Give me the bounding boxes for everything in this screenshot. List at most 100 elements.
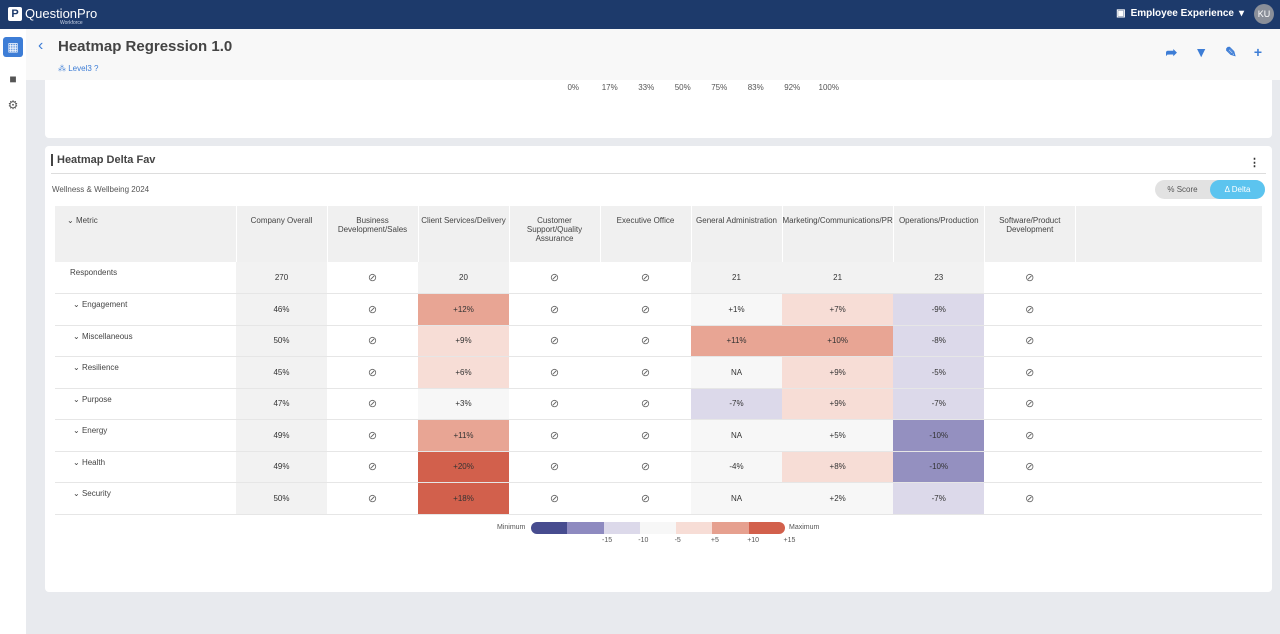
score-option[interactable]: % Score [1167, 185, 1198, 194]
table-cell: -10% [893, 419, 985, 452]
sidebar: ▦ ■ ⚙ [0, 29, 26, 634]
chevron-down-icon[interactable]: ⌄ [67, 216, 76, 225]
metric-name: Engagement [81, 300, 128, 309]
row-label[interactable]: ⌄ Miscellaneous [55, 325, 236, 357]
folder-icon[interactable]: ■ [9, 72, 17, 86]
column-header: Operations/Production [893, 206, 985, 262]
chevron-down-icon[interactable]: ⌄ [73, 426, 82, 435]
row-label[interactable]: ⌄ Health [55, 451, 236, 483]
eye-slash-icon: ⊘ [640, 429, 651, 442]
column-header: Software/Product Development [984, 206, 1076, 262]
axis-tick: 17% [601, 83, 618, 92]
cell-value: +9% [829, 367, 846, 377]
axis-tick: 33% [638, 83, 655, 92]
table-row: ⌄ Miscellaneous 50% ⊘ +9% ⊘ ⊘ +11% +10% -8% ⊘ [55, 325, 1262, 357]
cell-value: -10% [929, 430, 949, 440]
chevron-down-icon[interactable]: ⌄ [73, 331, 82, 341]
empty-cell [1075, 388, 1262, 420]
column-header: Client Services/Delivery [418, 206, 510, 262]
table-cell: +3% [418, 388, 509, 420]
column-label: Executive Office [616, 216, 675, 225]
row-label[interactable]: ⌄ Resilience [55, 356, 236, 389]
table-cell: ⊘ [600, 262, 691, 294]
questionpro-logo[interactable]: P QuestionPro Workforce [8, 6, 97, 26]
table-cell: ⊘ [327, 388, 418, 420]
heatmap-widget: Heatmap Delta Fav ⋮ Wellness & Wellbeing… [45, 146, 1272, 592]
table-cell: +2% [782, 482, 894, 515]
more-options-icon[interactable]: ⋮ [1249, 157, 1260, 169]
metric-name: Energy [81, 426, 108, 435]
legend-swatch [603, 522, 640, 534]
column-label: Business Development/Sales [337, 216, 408, 234]
table-cell: ⊘ [600, 293, 691, 326]
cell-value: 49% [273, 462, 290, 472]
table-cell: 46% [236, 293, 327, 326]
table-cell: 50% [236, 482, 327, 515]
delta-option[interactable]: Δ Delta [1210, 180, 1265, 199]
dashboard-icon[interactable]: ▦ [3, 37, 23, 57]
cell-value: NA [730, 493, 743, 503]
table-cell: ⊘ [984, 451, 1076, 483]
edit-icon[interactable]: ✎ [1225, 44, 1237, 60]
level-link[interactable]: ⁂ Level3 ? [58, 64, 99, 73]
column-header: General Administration [691, 206, 783, 262]
gear-icon[interactable]: ⚙ [7, 98, 19, 112]
help-icon[interactable]: ? [94, 64, 99, 73]
column-label: Company Overall [250, 216, 313, 225]
axis-tick: 92% [784, 83, 801, 92]
column-header: Company Overall [236, 206, 328, 262]
avatar[interactable]: KU [1254, 4, 1274, 24]
table-cell: -4% [691, 451, 782, 483]
cell-value: +9% [829, 399, 846, 409]
chevron-down-icon[interactable]: ⌄ [73, 489, 82, 498]
cell-value: 21 [833, 273, 843, 282]
cell-value: +5% [829, 430, 846, 440]
table-cell: +11% [691, 325, 782, 357]
column-label: Metric [75, 216, 98, 225]
column-label: Client Services/Delivery [421, 216, 506, 225]
eye-slash-icon: ⊘ [549, 461, 560, 474]
table-cell: -5% [893, 356, 985, 389]
table-cell: -9% [893, 293, 985, 326]
row-label[interactable]: ⌄ Energy [55, 419, 236, 452]
cell-value: -7% [729, 399, 744, 409]
row-label[interactable]: ⌄ Purpose [55, 388, 236, 420]
table-cell: ⊘ [600, 482, 691, 515]
row-label[interactable]: ⌄ Engagement [55, 293, 236, 326]
cell-value: +20% [453, 462, 474, 472]
chevron-down-icon[interactable]: ⌄ [73, 457, 82, 467]
eye-slash-icon: ⊘ [549, 303, 560, 316]
chevron-down-icon[interactable]: ⌄ [73, 300, 82, 309]
cell-value: +18% [453, 493, 474, 503]
score-delta-toggle[interactable]: % Score Δ Delta [1155, 180, 1265, 199]
eye-slash-icon: ⊘ [640, 398, 651, 411]
product-switcher[interactable]: ▣ Employee Experience ▾ [1116, 8, 1244, 19]
table-cell: NA [691, 419, 782, 452]
briefcase-icon: ▣ [1116, 8, 1126, 19]
table-cell: 21 [691, 262, 782, 294]
add-icon[interactable]: + [1253, 44, 1262, 60]
back-icon[interactable]: ‹ [38, 37, 44, 54]
legend-swatch [748, 522, 785, 534]
cell-value: -7% [931, 493, 946, 503]
axis-tick: 100% [818, 83, 839, 92]
table-cell: 270 [236, 262, 327, 294]
table-cell: -7% [893, 482, 985, 515]
legend-swatch [531, 522, 568, 534]
row-label[interactable]: ⌄ Security [55, 482, 236, 515]
axis-tick: 0% [567, 83, 580, 92]
cell-value: +12% [453, 304, 474, 314]
row-label[interactable]: Respondents [55, 262, 236, 294]
page-title: Heatmap Regression 1.0 [58, 38, 233, 55]
table-cell: ⊘ [509, 356, 600, 389]
share-icon[interactable]: ➦ [1165, 44, 1178, 60]
brand-subtitle: Workforce [60, 20, 83, 26]
chevron-down-icon[interactable]: ⌄ [73, 363, 82, 372]
filter-icon[interactable]: ▼ [1194, 44, 1209, 60]
table-cell: NA [691, 482, 782, 515]
table-cell: 45% [236, 356, 327, 389]
table-cell: +9% [418, 325, 509, 357]
chevron-down-icon[interactable]: ⌄ [73, 394, 82, 404]
empty-cell [1075, 451, 1262, 483]
eye-slash-icon: ⊘ [1025, 335, 1035, 348]
